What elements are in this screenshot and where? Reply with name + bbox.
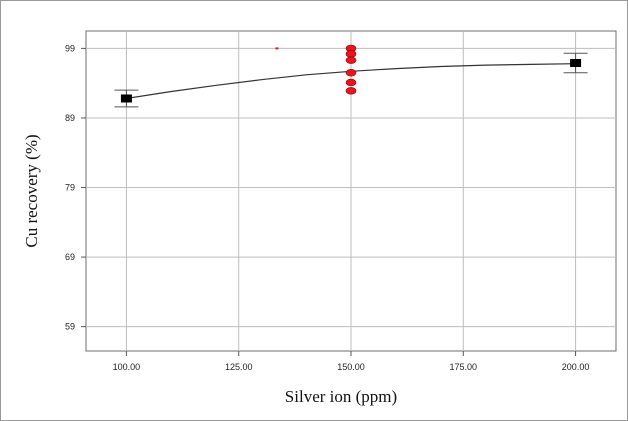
y-tick-label: 69	[65, 252, 75, 262]
center-point	[345, 78, 357, 87]
x-ticks: 100.00 125.00 150.00 175.00 200.00	[113, 351, 590, 372]
design-point	[570, 59, 582, 67]
x-tick-label: 175.00	[450, 362, 478, 372]
x-axis-title: Silver ion (ppm)	[285, 387, 397, 406]
y-tick-label: 79	[65, 183, 75, 193]
design-point	[120, 94, 132, 103]
y-tick-label: 99	[65, 43, 75, 53]
x-tick-label: 100.00	[113, 362, 141, 372]
y-tick-label: 89	[65, 113, 75, 123]
center-point	[345, 50, 357, 58]
x-tick-label: 125.00	[225, 362, 253, 372]
x-tick-label: 200.00	[562, 362, 590, 372]
x-tick-label: 150.00	[337, 362, 365, 372]
y-tick-label: 59	[65, 322, 75, 332]
center-point	[345, 56, 357, 64]
y-ticks: 59 69 79 89 99	[65, 43, 86, 332]
small-mark	[275, 47, 279, 50]
center-point	[345, 87, 357, 95]
center-point	[345, 69, 357, 77]
y-axis-title: Cu recovery (%)	[22, 134, 41, 247]
data-points	[120, 44, 582, 103]
